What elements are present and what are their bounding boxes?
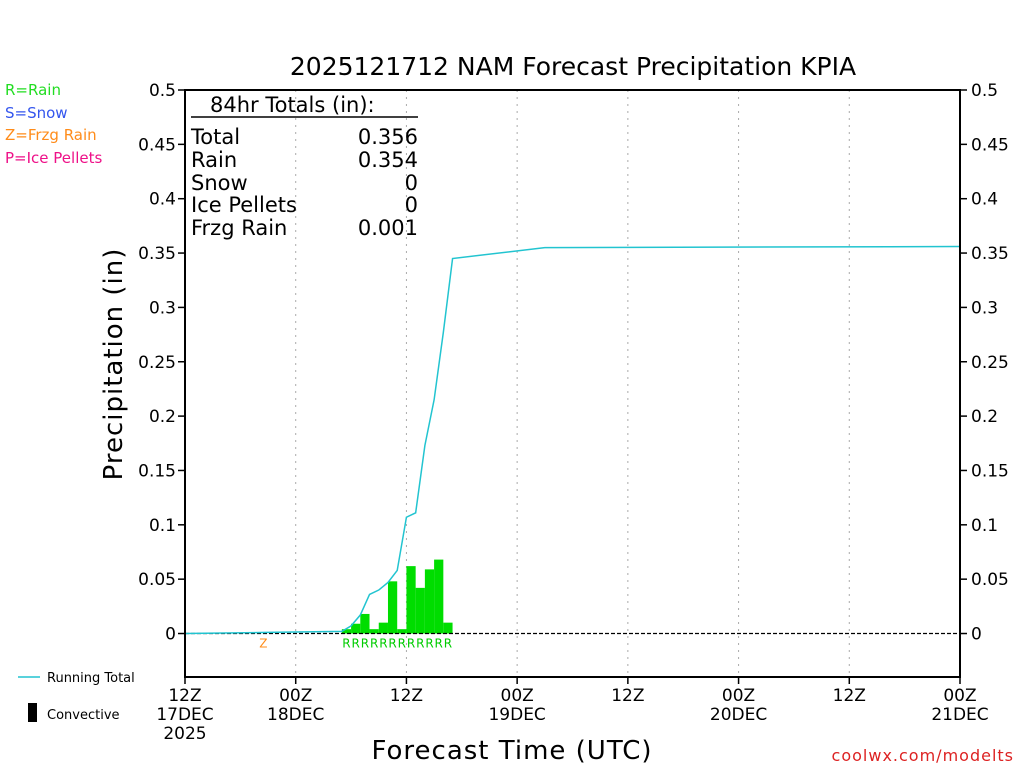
y-tick-label: 0.5 bbox=[971, 81, 998, 101]
precip-bar bbox=[341, 629, 352, 634]
x-tick-label: 2025 bbox=[163, 724, 206, 744]
ptype-marker: R bbox=[416, 637, 424, 651]
y-tick-label: 0.5 bbox=[149, 81, 176, 101]
totals-header: 84hr Totals (in): bbox=[210, 93, 375, 117]
totals-label-frzg-rain: Frzg Rain bbox=[191, 216, 287, 240]
totals-label-ice-pellets: Ice Pellets bbox=[191, 193, 297, 217]
totals-label-rain: Rain bbox=[191, 148, 237, 172]
ptype-marker: R bbox=[388, 637, 396, 651]
ptype-key-frzg-rain: Z=Frzg Rain bbox=[5, 126, 97, 144]
totals-value-snow: 0 bbox=[405, 171, 418, 195]
totals-value-frzg-rain: 0.001 bbox=[358, 216, 418, 240]
totals-value-ice-pellets: 0 bbox=[405, 193, 418, 217]
ptype-marker: R bbox=[361, 637, 369, 651]
ptype-key-snow: S=Snow bbox=[5, 104, 68, 122]
ptype-key: R=Rain S=Snow Z=Frzg Rain P=Ice Pellets bbox=[5, 81, 102, 167]
legend-running-total: Running Total bbox=[47, 671, 135, 686]
x-tick-label: 12Z bbox=[168, 686, 201, 706]
x-tick-label: 18DEC bbox=[267, 705, 324, 725]
y-tick-label: 0.05 bbox=[971, 570, 1009, 590]
x-tick-label: 12Z bbox=[390, 686, 423, 706]
y-tick-label: 0.45 bbox=[971, 135, 1009, 155]
y-tick-label: 0 bbox=[165, 625, 176, 645]
x-tick-label: 20DEC bbox=[710, 705, 767, 725]
x-tick-label: 00Z bbox=[279, 686, 312, 706]
y-tick-label: 0.1 bbox=[971, 516, 998, 536]
credit-text: coolwx.com/modelts bbox=[832, 746, 1014, 765]
precip-bar bbox=[415, 587, 425, 634]
y-tick-label: 0.2 bbox=[971, 407, 998, 427]
totals-label-total: Total bbox=[190, 125, 240, 149]
precip-bar bbox=[378, 622, 388, 634]
precip-bar bbox=[387, 581, 398, 634]
y-tick-label: 0.45 bbox=[138, 135, 176, 155]
vertical-gridlines bbox=[295, 90, 850, 677]
ptype-key-ice-pellets: P=Ice Pellets bbox=[5, 149, 102, 167]
plot-frame bbox=[184, 89, 961, 678]
y-tick-label: 0.3 bbox=[149, 298, 176, 318]
x-tick-label: 21DEC bbox=[931, 705, 988, 725]
y-axis-right: 0 0.05 0.1 0.15 0.2 0.25 0.3 0.35 0.4 0.45 0.5 bbox=[960, 81, 1009, 645]
y-tick-label: 0.25 bbox=[971, 353, 1009, 373]
y-tick-label: 0.4 bbox=[149, 190, 176, 210]
y-tick-label: 0.35 bbox=[971, 244, 1009, 264]
chart-title: 2025121712 NAM Forecast Precipitation KP… bbox=[290, 52, 856, 81]
ptype-marker: R bbox=[425, 637, 433, 651]
ptype-marker: Z bbox=[259, 637, 267, 651]
ptype-marker: R bbox=[370, 637, 378, 651]
x-tick-label: 12Z bbox=[833, 686, 866, 706]
legend-convective: Convective bbox=[47, 708, 120, 723]
ptype-marker: R bbox=[444, 637, 452, 651]
series-legend: Running Total Convective bbox=[18, 671, 135, 723]
totals-value-total: 0.356 bbox=[358, 125, 418, 149]
precip-bar bbox=[360, 613, 370, 634]
y-tick-label: 0.25 bbox=[138, 353, 176, 373]
ptype-key-rain: R=Rain bbox=[5, 81, 61, 99]
x-tick-label: 12Z bbox=[611, 686, 644, 706]
y-tick-label: 0.4 bbox=[971, 190, 998, 210]
x-tick-label: 00Z bbox=[722, 686, 755, 706]
ptype-marker: R bbox=[407, 637, 415, 651]
ptype-marker: R bbox=[435, 637, 443, 651]
convective-swatch bbox=[28, 703, 37, 722]
y-tick-label: 0 bbox=[971, 625, 982, 645]
y-tick-label: 0.2 bbox=[149, 407, 176, 427]
precip-bar bbox=[424, 569, 435, 634]
ptype-marker: R bbox=[379, 637, 387, 651]
precip-bars bbox=[341, 559, 453, 634]
x-axis-title: Forecast Time (UTC) bbox=[371, 736, 652, 766]
y-tick-label: 0.1 bbox=[149, 516, 176, 536]
ptype-marker: R bbox=[398, 637, 406, 651]
y-axis-title: Precipitation (in) bbox=[99, 248, 129, 481]
precip-bar bbox=[397, 629, 407, 634]
precip-bar bbox=[369, 629, 379, 634]
precip-bar bbox=[351, 623, 361, 634]
ptype-marker: R bbox=[352, 637, 360, 651]
y-tick-label: 0.3 bbox=[971, 298, 998, 318]
x-tick-label: 19DEC bbox=[488, 705, 545, 725]
y-tick-label: 0.05 bbox=[138, 570, 176, 590]
x-tick-label: 00Z bbox=[943, 686, 976, 706]
totals-box: 84hr Totals (in): Total 0.356 Rain 0.354… bbox=[190, 93, 418, 240]
y-tick-label: 0.15 bbox=[971, 461, 1009, 481]
y-tick-label: 0.35 bbox=[138, 244, 176, 264]
x-tick-label: 17DEC bbox=[156, 705, 213, 725]
running-total-line bbox=[184, 245, 961, 635]
ptype-marker: R bbox=[342, 637, 350, 651]
precip-bar bbox=[406, 566, 416, 634]
precip-bar bbox=[443, 622, 453, 634]
totals-label-snow: Snow bbox=[191, 171, 248, 195]
y-axis-left: 0 0.05 0.1 0.15 0.2 0.25 0.3 0.35 0.4 0.45 0.5 bbox=[138, 81, 185, 645]
totals-value-rain: 0.354 bbox=[358, 148, 418, 172]
y-tick-label: 0.15 bbox=[138, 461, 176, 481]
x-tick-label: 00Z bbox=[501, 686, 534, 706]
precip-bar bbox=[434, 559, 444, 634]
